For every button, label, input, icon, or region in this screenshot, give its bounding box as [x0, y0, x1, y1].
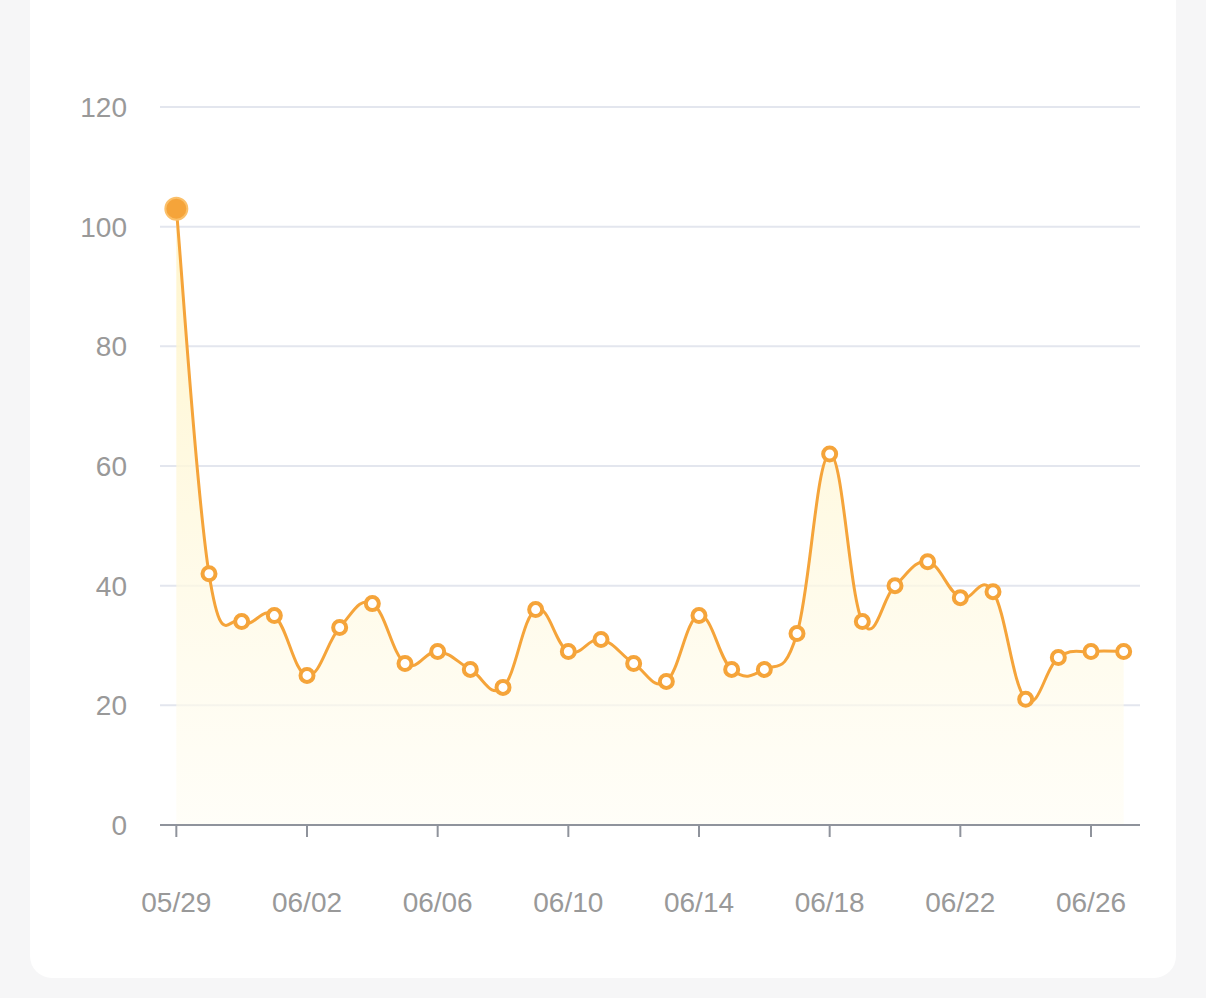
grid-line — [160, 106, 1140, 108]
point — [693, 609, 706, 622]
area — [176, 209, 1123, 825]
grid-line — [160, 345, 1140, 347]
grid-line — [160, 226, 1140, 228]
point — [889, 579, 902, 592]
x-tick-label: 06/18 — [795, 887, 865, 918]
x-tick — [175, 825, 177, 837]
x-tick-label: 06/26 — [1056, 887, 1126, 918]
point — [954, 591, 967, 604]
point — [165, 198, 187, 220]
point — [464, 663, 477, 676]
point — [1052, 651, 1065, 664]
x-tick-label: 06/10 — [533, 887, 603, 918]
y-tick-label: 20 — [96, 690, 127, 721]
line — [176, 209, 1123, 702]
point — [235, 615, 248, 628]
chart: 0 20 40 60 80 100 120 05/29 06/02 06/06 06/10 06/14… — [0, 0, 1206, 998]
point — [268, 609, 281, 622]
y-tick-label: 0 — [111, 810, 127, 841]
y-tick-label: 80 — [96, 331, 127, 362]
x-tick — [698, 825, 700, 837]
card — [30, 0, 1176, 978]
y-tick-label: 100 — [80, 212, 127, 243]
point — [660, 675, 673, 688]
point — [791, 627, 804, 640]
point — [725, 663, 738, 676]
point — [333, 621, 346, 634]
grid-line — [160, 465, 1140, 467]
x-tick-label: 06/02 — [272, 887, 342, 918]
point — [497, 681, 510, 694]
point — [1019, 693, 1032, 706]
x-tick-label: 06/14 — [664, 887, 734, 918]
y-tick-label: 60 — [96, 451, 127, 482]
point — [562, 645, 575, 658]
point — [529, 603, 542, 616]
x-tick-label: 06/06 — [403, 887, 473, 918]
point — [987, 585, 1000, 598]
point — [431, 645, 444, 658]
y-tick-label: 120 — [80, 92, 127, 123]
y-tick-label: 40 — [96, 571, 127, 602]
point — [203, 567, 216, 580]
x-tick-label: 06/22 — [925, 887, 995, 918]
x-tick — [567, 825, 569, 837]
plot-area — [165, 198, 1130, 825]
point — [823, 448, 836, 461]
point — [399, 657, 412, 670]
point — [1085, 645, 1098, 658]
x-tick — [306, 825, 308, 837]
point — [921, 555, 934, 568]
x-tick-label: 05/29 — [141, 887, 211, 918]
point — [856, 615, 869, 628]
point — [758, 663, 771, 676]
point — [595, 633, 608, 646]
x-tick — [1090, 825, 1092, 837]
x-tick — [829, 825, 831, 837]
point — [627, 657, 640, 670]
x-tick — [437, 825, 439, 837]
point — [301, 669, 314, 682]
point — [1117, 645, 1130, 658]
x-tick — [959, 825, 961, 837]
point — [366, 597, 379, 610]
